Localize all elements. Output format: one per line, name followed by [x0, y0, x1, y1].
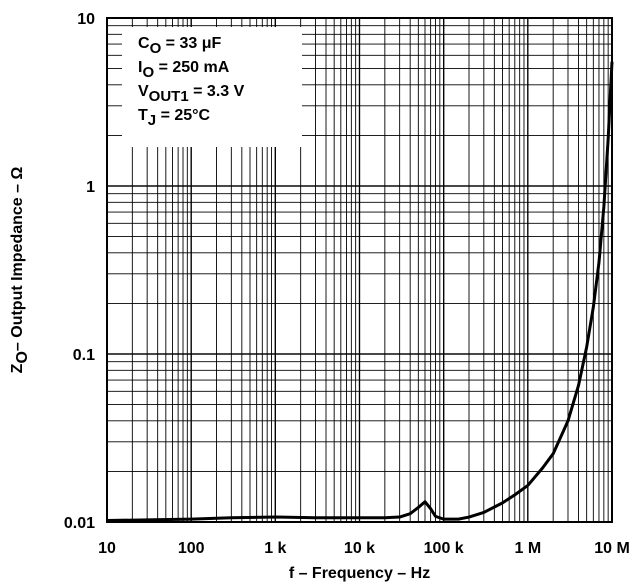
legend-value: = 25°C: [156, 107, 210, 124]
x-tick-label: 1 k: [264, 540, 286, 557]
legend-condition: CO = 33 μF: [138, 35, 222, 57]
y-tick-labels: 0.01 0.1 1 10: [64, 11, 95, 532]
y-axis-label: ZO– Output Impedance – Ω: [9, 167, 31, 374]
legend-value: = 33 μF: [161, 35, 221, 52]
y-axis-label-rest: – Output Impedance – Ω: [9, 167, 26, 352]
y-axis-label-main: Z: [9, 363, 26, 373]
impedance-curve: [106, 61, 614, 523]
legend-value: = 3.3 V: [189, 83, 245, 100]
legend-subscript: O: [150, 40, 162, 57]
legend-symbol: T: [138, 107, 148, 124]
x-tick-label: 1 M: [514, 540, 541, 557]
y-tick-label: 1: [86, 179, 95, 196]
legend-symbol: V: [138, 83, 149, 100]
y-axis-label-sub: O: [14, 351, 31, 363]
legend-value: = 250 mA: [154, 59, 230, 76]
legend-background: [122, 27, 302, 147]
legend-condition: IO = 250 mA: [138, 59, 230, 81]
legend-subscript: OUT1: [149, 88, 189, 105]
x-tick-label: 100: [178, 540, 205, 557]
x-tick-label: 10 k: [344, 540, 375, 557]
legend-subscript: J: [148, 112, 156, 129]
x-tick-label: 10 M: [594, 540, 630, 557]
legend-condition: TJ = 25°C: [138, 107, 211, 129]
y-tick-label: 0.1: [73, 347, 95, 364]
y-tick-label: 10: [77, 11, 95, 28]
legend-symbol: C: [138, 35, 150, 52]
legend-symbol: I: [138, 59, 142, 76]
x-tick-labels: 10 100 1 k 10 k 100 k 1 M 10 M: [98, 540, 630, 557]
x-tick-label: 10: [98, 540, 116, 557]
x-tick-label: 100 k: [424, 540, 464, 557]
legend-condition: VOUT1 = 3.3 V: [138, 83, 245, 105]
x-axis-label: f – Frequency – Hz: [289, 565, 430, 582]
legend-subscript: O: [142, 64, 154, 81]
plot-frame: [106, 17, 613, 523]
y-tick-label: 0.01: [64, 515, 95, 532]
